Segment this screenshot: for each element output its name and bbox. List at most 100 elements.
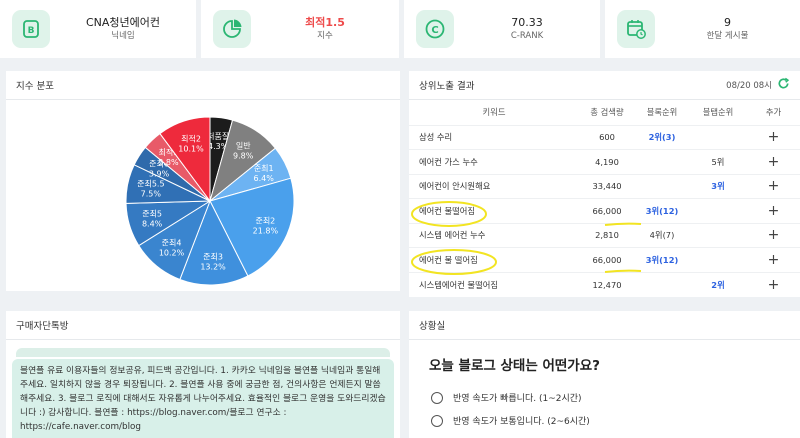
- tab-rank-cell: [689, 247, 747, 272]
- pie-chart-icon: [213, 10, 251, 48]
- crank-label: C-RANK: [510, 30, 544, 41]
- pie-slice: [209, 177, 295, 277]
- volume-cell: 66,000: [579, 198, 635, 223]
- crank-value: 70.33: [511, 15, 543, 29]
- volume-cell: 33,440: [579, 173, 635, 199]
- volume-cell: 12,470: [579, 271, 635, 297]
- col-keyword: 키워드: [482, 107, 506, 118]
- ranking-header-row: 키워드 총 검색량 블록순위 블탭순위 추가: [409, 100, 800, 125]
- radio-icon[interactable]: [431, 391, 443, 404]
- nickname-label: 닉네임: [111, 30, 135, 41]
- table-row: 에어컨 물떨어짐 66,000 3위(12) +: [409, 198, 800, 223]
- table-row: 삼성 수리 600 2위(3) +: [409, 124, 800, 150]
- nickname-value: CNA청년에어컨: [85, 15, 161, 29]
- block-rank-cell: 3위(12): [635, 247, 689, 272]
- survey-option-normal[interactable]: 반영 속도가 보통입니다. (2~6시간): [431, 409, 800, 432]
- keyword-cell: 시스템 에어컨 누수: [409, 222, 579, 248]
- ranking-table: 키워드 총 검색량 블록순위 블탭순위 추가 삼성 수리 600 2위(3) + 에어컨…: [409, 100, 800, 297]
- slice-label: 준최3: [203, 251, 223, 261]
- slice-value-label: 10.2%: [159, 249, 185, 258]
- add-keyword-button[interactable]: +: [747, 173, 800, 199]
- add-keyword-button[interactable]: +: [747, 124, 800, 150]
- stat-card-monthly-posts: 9 한달 게시물: [605, 0, 800, 58]
- add-keyword-button[interactable]: +: [747, 149, 800, 174]
- index-distribution-header: 지수 분포: [6, 71, 400, 100]
- tab-rank-cell: 3위: [689, 173, 747, 199]
- slice-label: 최적2: [181, 134, 201, 144]
- slice-value-label: 21.8%: [253, 226, 279, 235]
- chat-title: 구매자단톡방: [16, 321, 69, 332]
- stat-card-index: 최적1.5 지수: [201, 0, 399, 58]
- slice-value-label: 13.2%: [200, 262, 226, 271]
- table-row: 시스템 에어컨 누수 2,810 4위(7) +: [409, 222, 800, 248]
- radio-icon[interactable]: [431, 414, 443, 427]
- add-keyword-button[interactable]: +: [747, 222, 800, 248]
- tab-rank-cell: [689, 222, 747, 248]
- pie-slice: [159, 116, 211, 203]
- slice-label: 준최6: [149, 158, 169, 168]
- slice-value-label: 3.9%: [149, 169, 170, 178]
- slice-value-label: 6.4%: [254, 174, 275, 183]
- block-rank-cell: [635, 149, 689, 174]
- index-distribution-title: 지수 분포: [16, 81, 54, 92]
- slice-label: 일반: [236, 141, 251, 150]
- ranking-panel: 상위노출 결과 08/20 08시 키워드 총 검색량 블록순위 블탭순위 추가…: [409, 71, 800, 297]
- ranking-title: 상위노출 결과: [419, 81, 475, 92]
- block-rank-cell: 4위(7): [635, 222, 689, 248]
- keyword-cell: 에어컨 가스 누수: [409, 149, 579, 174]
- slice-value-label: 9.8%: [233, 151, 254, 160]
- survey-option-label: 반영 속도가 빠릅니다. (1~2시간): [453, 394, 582, 404]
- ranking-header: 상위노출 결과 08/20 08시: [409, 71, 800, 100]
- table-row: 에어컨이 안시원해요 33,440 3위 +: [409, 173, 800, 199]
- slice-value-label: 10.1%: [178, 145, 204, 154]
- pie-slice: [179, 199, 249, 286]
- keyword-cell: 삼성 수리: [409, 124, 579, 150]
- volume-cell: 66,000: [579, 247, 635, 272]
- col-volume: 총 검색량: [590, 107, 624, 118]
- block-rank-cell: 3위(12): [635, 198, 689, 223]
- slice-label: 저품질: [207, 132, 229, 141]
- tab-rank-cell: 5위: [689, 149, 747, 174]
- survey-title: 상황실: [419, 321, 446, 332]
- index-label: 지수: [317, 30, 333, 41]
- tab-rank-cell: [689, 124, 747, 150]
- monthly-posts-value: 9: [724, 15, 731, 29]
- volume-cell: 600: [579, 124, 635, 150]
- block-rank-cell: [635, 271, 689, 297]
- tab-rank-cell: 2위: [689, 271, 747, 297]
- slice-label: 준최2: [255, 215, 275, 225]
- survey-header: 상황실: [409, 311, 800, 340]
- survey-option-fast[interactable]: 반영 속도가 빠릅니다. (1~2시간): [431, 386, 800, 409]
- slice-value-label: 7.5%: [141, 189, 162, 198]
- table-row: 에어컨 가스 누수 4,190 5위 +: [409, 149, 800, 174]
- block-rank-cell: [635, 173, 689, 199]
- keyword-cell: 에어컨 물 떨어짐: [409, 247, 579, 272]
- monthly-posts-label: 한달 게시물: [706, 30, 749, 41]
- col-add: 추가: [765, 107, 782, 118]
- stat-card-crank: C 70.33 C-RANK: [404, 0, 600, 58]
- blog-b-icon: B: [12, 10, 50, 48]
- stat-card-nickname: B CNA청년에어컨 닉네임: [0, 0, 196, 58]
- chat-header: 구매자단톡방: [6, 311, 400, 340]
- slice-label: 최적1: [158, 147, 178, 157]
- ranking-timestamp: 08/20 08시: [726, 81, 772, 91]
- add-keyword-button[interactable]: +: [747, 198, 800, 223]
- keyword-cell: 시스템에어컨 물떨어짐: [409, 271, 579, 297]
- svg-text:B: B: [28, 26, 35, 36]
- survey-question: 오늘 블로그 상태는 어떤가요?: [429, 358, 600, 374]
- refresh-icon[interactable]: [777, 77, 790, 93]
- table-row: 시스템에어컨 물떨어짐 12,470 2위 +: [409, 271, 800, 297]
- add-keyword-button[interactable]: +: [747, 247, 800, 272]
- c-rank-icon: C: [416, 10, 454, 48]
- table-row: 에어컨 물 떨어짐 66,000 3위(12) +: [409, 247, 800, 272]
- chat-notice: 블연플 유료 이용자들의 정보공유, 피드백 공간입니다. 1. 카카오 닉네임…: [12, 359, 394, 438]
- tab-rank-cell: [689, 198, 747, 223]
- slice-label: 준최5: [142, 209, 162, 219]
- chat-panel: 구매자단톡방 블연플 유료 이용자들의 정보공유, 피드백 공간입니다. 1. …: [6, 311, 400, 438]
- survey-option-label: 반영 속도가 보통입니다. (2~6시간): [453, 417, 590, 427]
- volume-cell: 2,810: [579, 222, 635, 248]
- volume-cell: 4,190: [579, 149, 635, 174]
- add-keyword-button[interactable]: +: [747, 271, 800, 297]
- slice-value-label: 8.4%: [142, 220, 163, 229]
